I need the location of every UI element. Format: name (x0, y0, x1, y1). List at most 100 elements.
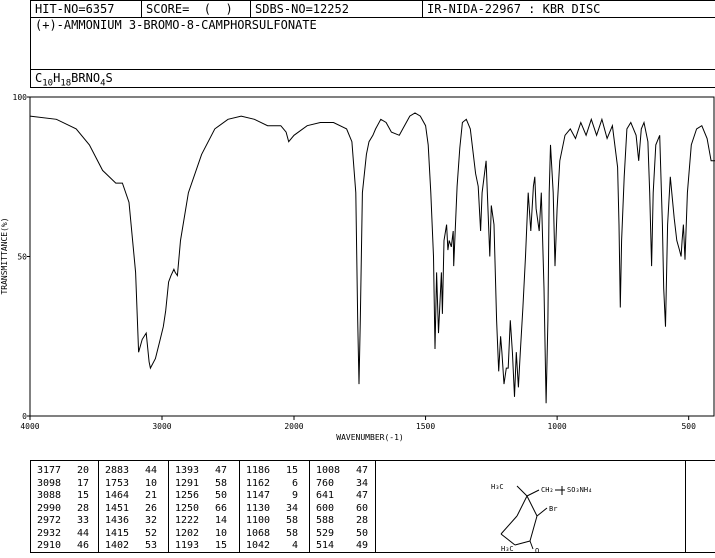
y-tick-label: 100 (13, 93, 28, 102)
x-tick-label: 3000 (152, 422, 171, 431)
peak-wavenumber: 1464 (105, 490, 130, 501)
peak-wavenumber: 1415 (105, 527, 130, 539)
peak-wavenumber: 514 (316, 540, 335, 551)
h3c-label-bottom: H₃C (501, 545, 514, 553)
x-tick-label: 4000 (20, 422, 39, 431)
peak-wavenumber: 2972 (37, 515, 62, 526)
peak-transmittance: 34 (355, 477, 368, 489)
peak-wavenumber: 2883 (105, 465, 130, 476)
peak-transmittance: 9 (291, 490, 298, 501)
peak-transmittance: 50 (355, 527, 368, 539)
peak-wavenumber: 1402 (105, 540, 130, 551)
h3c-label-top: H₃C (491, 483, 504, 491)
peak-transmittance: 58 (285, 527, 298, 539)
peak-transmittance: 33 (76, 515, 89, 526)
peak-wavenumber: 3098 (37, 477, 62, 489)
peak-wavenumber: 1202 (175, 527, 200, 539)
hit-number: HIT-NO=6357 (31, 1, 142, 18)
peak-transmittance: 46 (76, 540, 89, 551)
molecular-formula: C10H18BRNO4S (35, 71, 113, 88)
structure-bonds (500, 485, 565, 550)
formula-s: S (105, 71, 113, 85)
peak-transmittance: 26 (144, 502, 157, 514)
peak-wavenumber: 1147 (246, 490, 271, 501)
x-tick-label: 1500 (416, 422, 435, 431)
peak-wavenumber: 3177 (37, 465, 62, 476)
peak-transmittance: 15 (76, 490, 89, 501)
peak-table: 3177 20 3098 17 3088 15 2990 28 2972 33 2932 44 2910… (30, 460, 686, 553)
chart-frame (29, 96, 715, 417)
peak-wavenumber: 1250 (175, 502, 200, 514)
peak-transmittance: 58 (214, 477, 227, 489)
y-axis-label: TRANSMITTANCE(%) (0, 217, 9, 294)
y-tick-label: 0 (22, 412, 27, 421)
y-tick-label: 50 (17, 253, 27, 262)
peak-wavenumber: 1256 (175, 490, 200, 501)
peak-wavenumber: 1162 (246, 477, 271, 489)
peak-transmittance: 32 (144, 515, 157, 526)
peak-wavenumber: 600 (316, 502, 335, 514)
peak-transmittance: 44 (144, 465, 157, 476)
peak-transmittance: 14 (214, 515, 227, 526)
peak-wavenumber: 529 (316, 527, 335, 539)
score: SCORE= ( ) (142, 1, 251, 18)
peak-transmittance: 53 (144, 540, 157, 551)
peak-transmittance: 15 (285, 465, 298, 476)
peak-transmittance: 47 (214, 465, 227, 476)
peak-wavenumber: 1222 (175, 515, 200, 526)
peak-transmittance: 28 (76, 502, 89, 514)
peak-wavenumber: 3088 (37, 490, 62, 501)
peak-wavenumber: 1008 (316, 465, 341, 476)
peak-table-column: 1393 47 1291 58 1256 50 1250 66 1222 14 1202 10 1193… (169, 461, 240, 553)
peak-transmittance: 17 (76, 477, 89, 489)
header-row-1: HIT-NO=6357 SCORE= ( ) SDBS-NO=12252 IR-… (30, 0, 715, 18)
ir-identifier: IR-NIDA-22967 : KBR DISC (427, 2, 601, 16)
peak-wavenumber: 1042 (246, 540, 271, 551)
peak-transmittance: 28 (355, 515, 368, 526)
peak-wavenumber: 1100 (246, 515, 271, 526)
formula-c-count: 10 (42, 78, 54, 89)
peak-transmittance: 6 (291, 477, 298, 489)
peak-transmittance: 60 (355, 502, 368, 514)
formula-brno: BRNO (71, 71, 101, 85)
ch2-label: CH₂ (541, 486, 554, 494)
peak-wavenumber: 760 (316, 477, 335, 489)
peak-table-column: 1186 15 1162 6 1147 9 1130 34 1100 58 1068 58 1042 4 (240, 461, 310, 553)
formula-o-count: 4 (100, 78, 106, 89)
peak-transmittance: 10 (214, 527, 227, 539)
structure-panel: H₃C CH₂ SO₃NH₄ Br H₃C O (455, 460, 715, 555)
peak-transmittance: 50 (214, 490, 227, 501)
peak-transmittance: 21 (144, 490, 157, 501)
spectrum-line (29, 112, 715, 404)
compound-name: (+)-AMMONIUM 3-BROMO-8-CAMPHORSULFONATE (35, 18, 317, 32)
peak-wavenumber: 2932 (37, 527, 62, 539)
sdbs-number: SDBS-NO=12252 (251, 1, 423, 18)
peak-transmittance: 10 (144, 477, 157, 489)
header-row-3: C10H18BRNO4S (30, 69, 715, 88)
x-tick-label: 500 (681, 422, 696, 431)
peak-wavenumber: 1393 (175, 465, 200, 476)
peak-transmittance: 34 (285, 502, 298, 514)
peak-wavenumber: 2990 (37, 502, 62, 514)
x-axis-label: WAVENUMBER(-1) (336, 433, 403, 442)
br-label: Br (549, 505, 557, 513)
oxygen-label: O (535, 547, 539, 554)
peak-transmittance: 15 (214, 540, 227, 551)
peak-wavenumber: 641 (316, 490, 335, 501)
peak-transmittance: 47 (355, 465, 368, 476)
peak-transmittance: 44 (76, 527, 89, 539)
peak-wavenumber: 588 (316, 515, 335, 526)
structure-drawing: H₃C CH₂ SO₃NH₄ Br H₃C O (491, 483, 592, 555)
peak-wavenumber: 1291 (175, 477, 200, 489)
peak-wavenumber: 1130 (246, 502, 271, 514)
peak-transmittance: 20 (76, 465, 89, 476)
peak-transmittance: 66 (214, 502, 227, 514)
peak-wavenumber: 1451 (105, 502, 130, 514)
x-tick-label: 2000 (284, 422, 303, 431)
peak-wavenumber: 1436 (105, 515, 130, 526)
peak-wavenumber: 1186 (246, 465, 271, 476)
peak-table-column: 3177 20 3098 17 3088 15 2990 28 2972 33 2932 44 2910… (31, 461, 99, 553)
peak-transmittance: 58 (285, 515, 298, 526)
